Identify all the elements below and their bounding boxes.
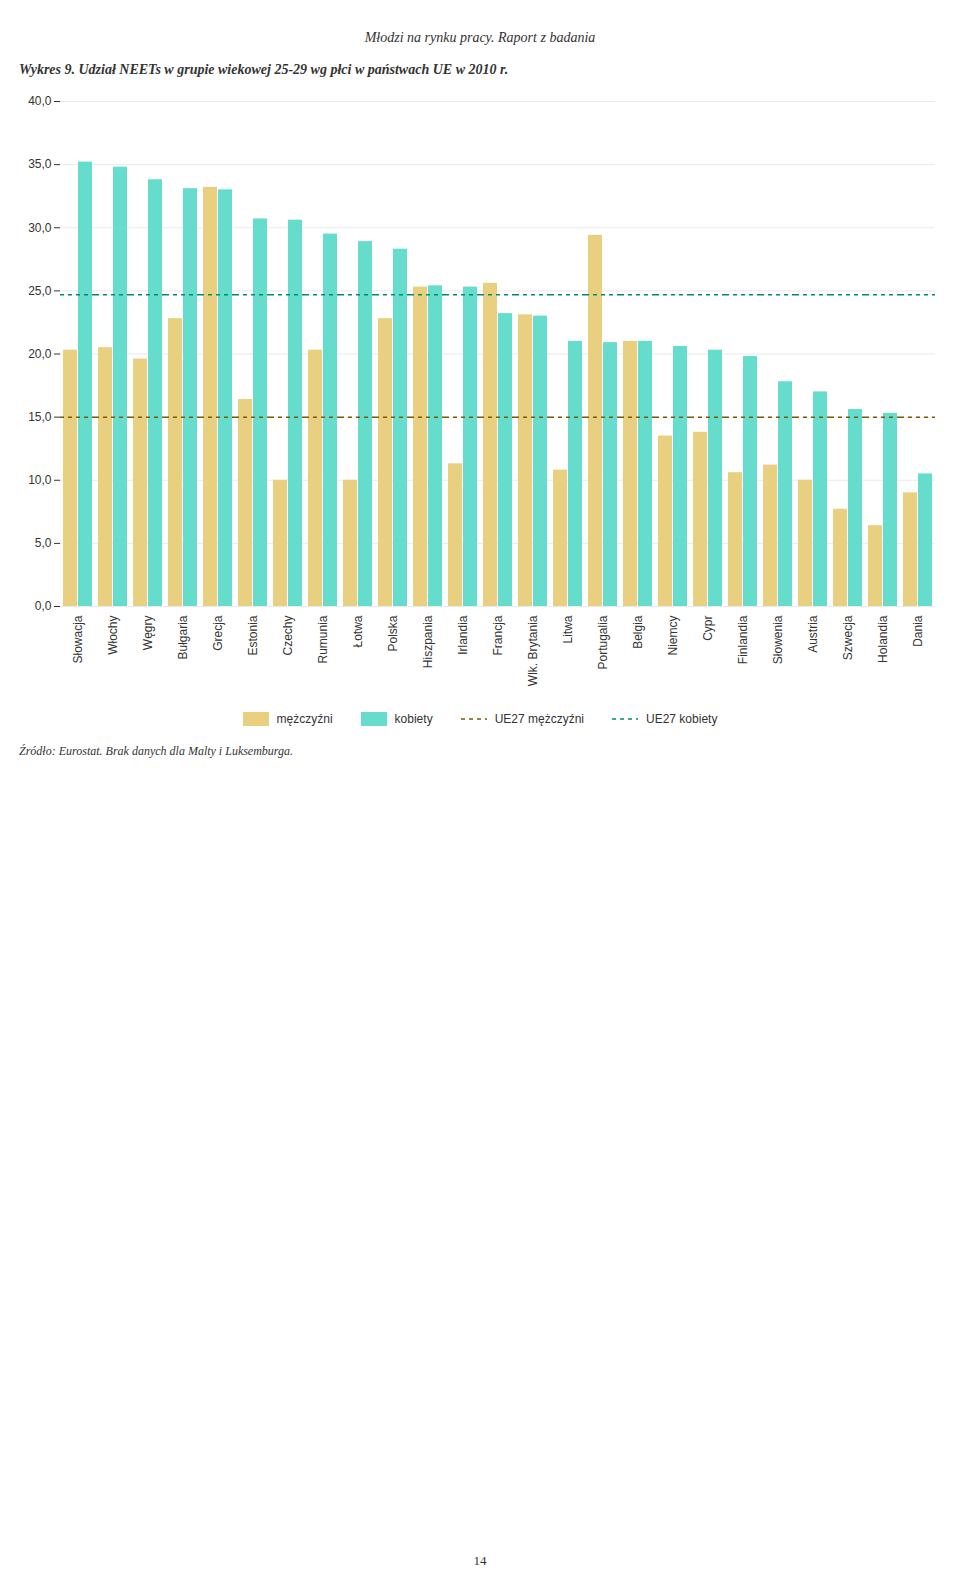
svg-text:35,0: 35,0 [28, 157, 52, 171]
svg-text:10,0: 10,0 [28, 473, 52, 487]
svg-text:25,0: 25,0 [28, 284, 52, 298]
svg-text:Francja: Francja [491, 615, 505, 655]
svg-text:Łotwa: Łotwa [351, 615, 365, 647]
svg-text:40,0: 40,0 [28, 94, 52, 108]
svg-text:Irlandia: Irlandia [456, 615, 470, 655]
svg-text:Portugalia: Portugalia [596, 615, 610, 669]
svg-text:Wlk. Brytania: Wlk. Brytania [526, 615, 540, 686]
svg-text:5,0: 5,0 [35, 536, 52, 550]
svg-text:Słowenia: Słowenia [771, 615, 785, 664]
svg-text:Węgry: Węgry [141, 616, 155, 651]
html-text:Źródło: Eurostat. Brak danych: Źródło: Eurostat. Brak danych dla Malty … [19, 744, 294, 758]
svg-text:Holandia: Holandia [876, 615, 890, 663]
svg-text:Grecja: Grecja [211, 615, 225, 651]
svg-text:Finlandia: Finlandia [736, 615, 750, 664]
svg-text:Cypr: Cypr [701, 616, 715, 641]
svg-text:Estonia: Estonia [246, 615, 260, 655]
svg-text:Rumunia: Rumunia [316, 615, 330, 663]
svg-text:Włochy: Włochy [106, 616, 120, 655]
svg-text:0,0: 0,0 [35, 599, 52, 613]
svg-text:Litwa: Litwa [561, 615, 575, 643]
html-text:kobiety: kobiety [394, 712, 433, 726]
html-text:14: 14 [473, 1553, 487, 1568]
svg-text:Niemcy: Niemcy [666, 616, 680, 656]
svg-text:Dania: Dania [911, 615, 925, 647]
svg-text:Polska: Polska [386, 615, 400, 651]
svg-text:Bułgaria: Bułgaria [176, 615, 190, 659]
html-text:mężczyźni: mężczyźni [276, 712, 333, 726]
svg-text:Czechy: Czechy [281, 616, 295, 656]
html-text:UE27 mężczyźni: UE27 mężczyźni [494, 712, 584, 726]
svg-text:Słowacja: Słowacja [71, 615, 85, 663]
svg-text:30,0: 30,0 [28, 221, 52, 235]
svg-text:20,0: 20,0 [28, 347, 52, 361]
svg-text:Hiszpania: Hiszpania [421, 615, 435, 668]
svg-text:Austria: Austria [806, 615, 820, 653]
svg-text:Szwecja: Szwecja [841, 615, 855, 660]
svg-text:Belgia: Belgia [631, 615, 645, 649]
html-text:Wykres 9. Udział NEETs w grupi: Wykres 9. Udział NEETs w grupie wiekowej… [19, 62, 509, 77]
html-text:Młodzi na rynku pracy. Raport: Młodzi na rynku pracy. Raport z badania [364, 30, 596, 45]
svg-text:15,0: 15,0 [28, 410, 52, 424]
html-text:UE27 kobiety: UE27 kobiety [646, 712, 718, 726]
